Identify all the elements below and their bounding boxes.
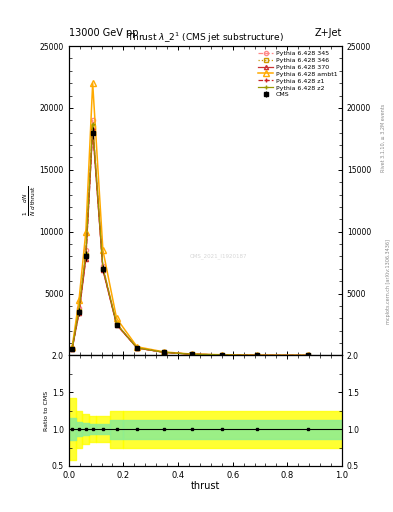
Pythia 6.428 z1 xyxy=(305,352,310,358)
Pythia 6.428 370 xyxy=(83,256,88,262)
Pythia 6.428 ambt1 xyxy=(135,344,140,350)
Text: Rivet 3.1.10, ≥ 3.2M events: Rivet 3.1.10, ≥ 3.2M events xyxy=(381,104,386,173)
Pythia 6.428 346 xyxy=(90,123,95,130)
Pythia 6.428 345 xyxy=(77,305,81,311)
Y-axis label: Ratio to CMS: Ratio to CMS xyxy=(44,391,49,431)
Pythia 6.428 z1 xyxy=(114,322,119,328)
Pythia 6.428 345 xyxy=(90,117,95,123)
Line: Pythia 6.428 z2: Pythia 6.428 z2 xyxy=(70,122,310,357)
Pythia 6.428 ambt1 xyxy=(70,344,75,350)
Pythia 6.428 345 xyxy=(70,345,75,351)
Pythia 6.428 ambt1 xyxy=(101,247,105,253)
Pythia 6.428 z2 xyxy=(70,345,75,351)
Pythia 6.428 346 xyxy=(254,352,259,358)
Pythia 6.428 z2 xyxy=(90,121,95,127)
Pythia 6.428 345 xyxy=(114,320,119,326)
Pythia 6.428 370 xyxy=(90,127,95,133)
Pythia 6.428 346 xyxy=(162,349,167,355)
Pythia 6.428 346 xyxy=(83,252,88,258)
Pythia 6.428 z1 xyxy=(162,349,167,355)
Pythia 6.428 345 xyxy=(135,345,140,351)
Pythia 6.428 370 xyxy=(77,310,81,316)
Pythia 6.428 ambt1 xyxy=(305,352,310,358)
Pythia 6.428 370 xyxy=(189,351,194,357)
Pythia 6.428 z2 xyxy=(83,250,88,256)
Pythia 6.428 346 xyxy=(77,308,81,314)
Pythia 6.428 346 xyxy=(114,321,119,327)
Text: CMS_2021_I1920187: CMS_2021_I1920187 xyxy=(190,253,248,259)
X-axis label: thrust: thrust xyxy=(191,481,220,491)
Pythia 6.428 346 xyxy=(220,352,225,358)
Pythia 6.428 370 xyxy=(254,352,259,358)
Pythia 6.428 ambt1 xyxy=(77,296,81,303)
Pythia 6.428 ambt1 xyxy=(162,349,167,355)
Pythia 6.428 z2 xyxy=(189,351,194,357)
Pythia 6.428 370 xyxy=(70,346,75,352)
Pythia 6.428 z1 xyxy=(77,309,81,315)
Pythia 6.428 346 xyxy=(70,346,75,352)
Pythia 6.428 346 xyxy=(189,351,194,357)
Pythia 6.428 345 xyxy=(189,351,194,357)
Pythia 6.428 ambt1 xyxy=(114,315,119,322)
Pythia 6.428 ambt1 xyxy=(254,352,259,358)
Pythia 6.428 z1 xyxy=(90,126,95,132)
Pythia 6.428 345 xyxy=(305,352,310,358)
Pythia 6.428 346 xyxy=(135,345,140,351)
Line: Pythia 6.428 370: Pythia 6.428 370 xyxy=(70,128,310,357)
Y-axis label: $\frac{1}{N}\,\frac{dN}{d\,\mathrm{thrust}}$: $\frac{1}{N}\,\frac{dN}{d\,\mathrm{thrus… xyxy=(22,185,38,216)
Legend: Pythia 6.428 345, Pythia 6.428 346, Pythia 6.428 370, Pythia 6.428 ambt1, Pythia: Pythia 6.428 345, Pythia 6.428 346, Pyth… xyxy=(257,49,339,99)
Pythia 6.428 z2 xyxy=(305,352,310,358)
Pythia 6.428 z2 xyxy=(220,352,225,358)
Pythia 6.428 z1 xyxy=(70,346,75,352)
Pythia 6.428 345 xyxy=(220,352,225,358)
Pythia 6.428 370 xyxy=(220,352,225,358)
Pythia 6.428 ambt1 xyxy=(83,229,88,235)
Pythia 6.428 ambt1 xyxy=(220,352,225,358)
Line: Pythia 6.428 z1: Pythia 6.428 z1 xyxy=(70,127,310,357)
Pythia 6.428 345 xyxy=(162,349,167,355)
Pythia 6.428 z2 xyxy=(254,352,259,358)
Line: Pythia 6.428 346: Pythia 6.428 346 xyxy=(70,124,310,357)
Pythia 6.428 z1 xyxy=(254,352,259,358)
Pythia 6.428 z2 xyxy=(135,345,140,351)
Pythia 6.428 345 xyxy=(101,263,105,269)
Text: 13000 GeV pp: 13000 GeV pp xyxy=(69,28,138,38)
Pythia 6.428 ambt1 xyxy=(189,351,194,357)
Pythia 6.428 z2 xyxy=(77,307,81,313)
Pythia 6.428 370 xyxy=(114,322,119,328)
Pythia 6.428 345 xyxy=(83,247,88,253)
Line: Pythia 6.428 345: Pythia 6.428 345 xyxy=(70,118,310,357)
Pythia 6.428 346 xyxy=(101,266,105,272)
Pythia 6.428 z1 xyxy=(83,254,88,261)
Pythia 6.428 z2 xyxy=(162,349,167,355)
Text: mcplots.cern.ch [arXiv:1306.3436]: mcplots.cern.ch [arXiv:1306.3436] xyxy=(386,239,391,324)
Pythia 6.428 370 xyxy=(305,352,310,358)
Pythia 6.428 z2 xyxy=(101,265,105,271)
Pythia 6.428 ambt1 xyxy=(90,80,95,87)
Pythia 6.428 z2 xyxy=(114,321,119,327)
Pythia 6.428 z1 xyxy=(135,345,140,351)
Title: Thrust $\lambda\_2^1$ (CMS jet substructure): Thrust $\lambda\_2^1$ (CMS jet substruct… xyxy=(127,30,284,45)
Pythia 6.428 z1 xyxy=(189,351,194,357)
Pythia 6.428 z1 xyxy=(220,352,225,358)
Pythia 6.428 z1 xyxy=(101,266,105,272)
Pythia 6.428 370 xyxy=(135,345,140,351)
Pythia 6.428 370 xyxy=(101,267,105,273)
Pythia 6.428 346 xyxy=(305,352,310,358)
Pythia 6.428 370 xyxy=(162,349,167,355)
Pythia 6.428 345 xyxy=(254,352,259,358)
Line: Pythia 6.428 ambt1: Pythia 6.428 ambt1 xyxy=(70,80,310,358)
Text: Z+Jet: Z+Jet xyxy=(314,28,342,38)
